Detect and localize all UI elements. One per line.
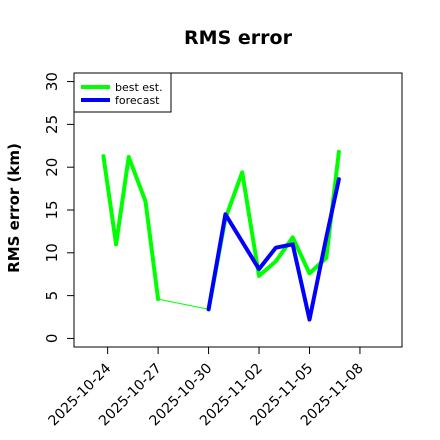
y-tick-label-5: 25 [43, 115, 61, 134]
y-tick-label-0: 0 [43, 334, 61, 344]
y-tick-label-6: 30 [43, 72, 61, 91]
chart-title: RMS error [184, 27, 293, 49]
y-tick-label-3: 15 [43, 200, 61, 219]
y-tick-label-2: 10 [43, 243, 61, 262]
legend-label-0: best est. [115, 81, 163, 94]
y-tick-label-4: 20 [43, 158, 61, 177]
series-0-segment-0 [101, 154, 161, 302]
y-axis-label: RMS error (km) [5, 143, 23, 273]
plot-frame [73, 72, 403, 348]
axis-layer: 0510152025302025-10-242025-10-272025-10-… [43, 72, 367, 429]
legend-box [73, 72, 172, 113]
series-0-segment-2 [206, 149, 341, 312]
legend: best est.forecast [73, 72, 172, 113]
series-0-segment-1 [157, 298, 210, 310]
series-layer [101, 149, 341, 322]
y-tick-label-1: 5 [43, 291, 61, 301]
series-1-segment-0 [206, 177, 341, 322]
legend-label-1: forecast [115, 94, 160, 107]
